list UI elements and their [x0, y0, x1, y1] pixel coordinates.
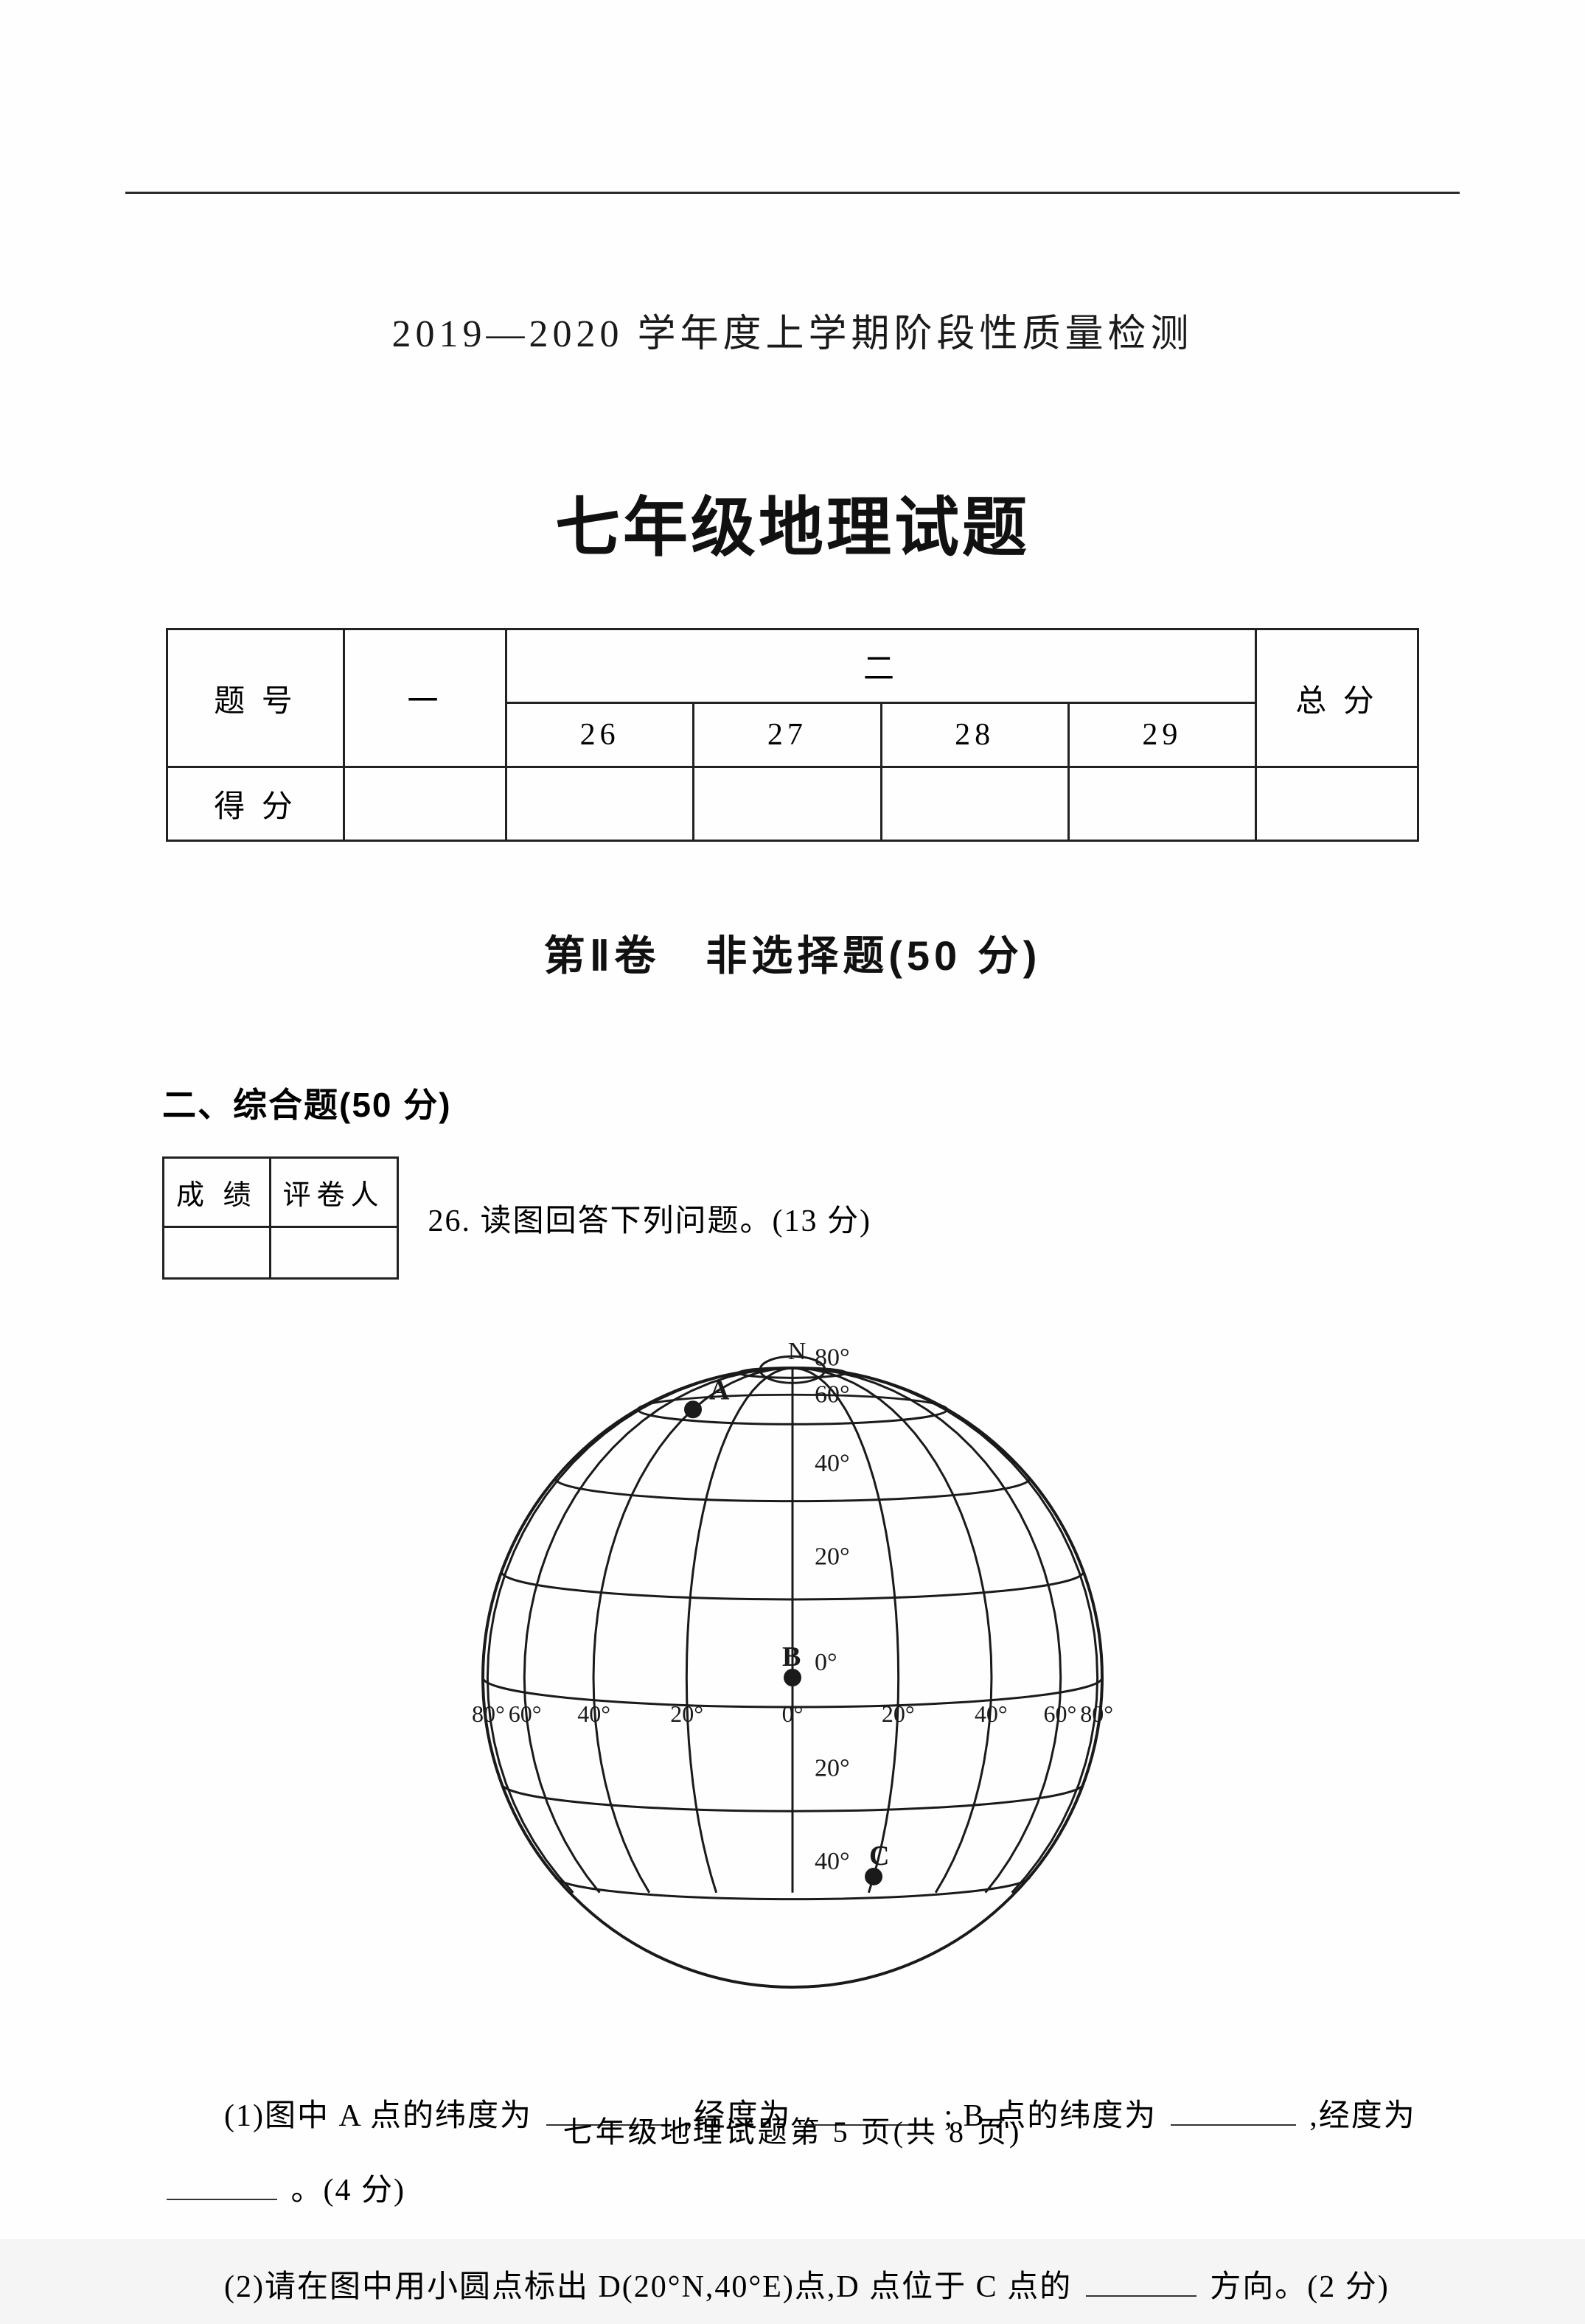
score-summary-table: 题 号 一 二 总 分 26 27 28 29 得 分: [166, 628, 1419, 842]
gb-score-cell[interactable]: [164, 1227, 271, 1279]
svg-text:A: A: [709, 1375, 730, 1406]
svg-text:60°: 60°: [1043, 1700, 1076, 1727]
th-q29: 29: [1068, 703, 1255, 767]
svg-text:40°: 40°: [815, 1848, 850, 1875]
th-part-1: 一: [344, 629, 506, 767]
th-score: 得 分: [167, 767, 344, 841]
globe-figure: 80°60°40°20°0°20°40°N80°60°40°20°0°20°40…: [162, 1331, 1423, 2013]
score-cell[interactable]: [506, 767, 694, 841]
grader-box: 成 绩 评卷人: [162, 1156, 399, 1280]
text: (2)请在图中用小圆点标出 D(20°N,40°E)点,D 点位于 C 点的: [224, 2270, 1072, 2304]
svg-text:60°: 60°: [509, 1700, 542, 1727]
th-question-no: 题 号: [167, 629, 344, 767]
score-cell[interactable]: [344, 767, 506, 841]
q26-header-row: 成 绩 评卷人 26. 读图回答下列问题。(13 分): [162, 1156, 1423, 1280]
text: 方向。(2 分): [1210, 2270, 1389, 2304]
exam-header-line: 2019—2020 学年度上学期阶段性质量检测: [162, 302, 1423, 357]
th-total: 总 分: [1256, 629, 1418, 767]
svg-text:40°: 40°: [975, 1700, 1008, 1727]
svg-text:80°: 80°: [815, 1344, 850, 1371]
svg-text:B: B: [782, 1641, 801, 1672]
score-cell[interactable]: [694, 767, 881, 841]
gb-score-label: 成 绩: [164, 1158, 271, 1227]
svg-text:80°: 80°: [472, 1700, 505, 1727]
score-cell[interactable]: [1068, 767, 1255, 841]
sub-heading: 二、综合题(50 分): [162, 1078, 1423, 1127]
th-q28: 28: [881, 703, 1068, 767]
svg-text:20°: 20°: [815, 1755, 850, 1782]
gb-grader-label: 评卷人: [270, 1158, 397, 1227]
th-part-2: 二: [506, 629, 1256, 703]
svg-text:20°: 20°: [670, 1700, 703, 1727]
gb-grader-cell[interactable]: [270, 1227, 397, 1279]
svg-text:40°: 40°: [577, 1700, 610, 1727]
th-q26: 26: [506, 703, 694, 767]
answer-blank[interactable]: [167, 2175, 277, 2200]
q26-part1-cont: 。(4 分): [162, 2154, 1423, 2228]
score-cell[interactable]: [881, 767, 1068, 841]
th-q27: 27: [694, 703, 881, 767]
svg-text:80°: 80°: [1080, 1700, 1113, 1727]
answer-blank[interactable]: [1086, 2272, 1196, 2297]
text: 。(4 分): [291, 2174, 405, 2208]
svg-text:20°: 20°: [815, 1543, 850, 1570]
svg-text:C: C: [869, 1840, 889, 1871]
exam-page: 2019—2020 学年度上学期阶段性质量检测 七年级地理试题 题 号 一 二 …: [0, 0, 1585, 2239]
svg-text:0°: 0°: [782, 1700, 804, 1727]
exam-main-title: 七年级地理试题: [162, 475, 1423, 569]
score-cell[interactable]: [1256, 767, 1418, 841]
q26-stem: 26. 读图回答下列问题。(13 分): [428, 1196, 871, 1240]
page-footer: 七年级地理试题第 5 页(共 8 页): [0, 2108, 1585, 2151]
top-rule: [125, 192, 1460, 194]
svg-text:40°: 40°: [815, 1450, 850, 1477]
svg-text:0°: 0°: [815, 1649, 837, 1676]
section-title: 第Ⅱ卷 非选择题(50 分): [162, 923, 1423, 983]
q26-part2: (2)请在图中用小圆点标出 D(20°N,40°E)点,D 点位于 C 点的 方…: [162, 2250, 1423, 2324]
globe-diagram: 80°60°40°20°0°20°40°N80°60°40°20°0°20°40…: [439, 1331, 1146, 2009]
svg-text:60°: 60°: [815, 1381, 850, 1408]
svg-text:20°: 20°: [882, 1700, 915, 1727]
svg-text:N: N: [788, 1338, 807, 1365]
